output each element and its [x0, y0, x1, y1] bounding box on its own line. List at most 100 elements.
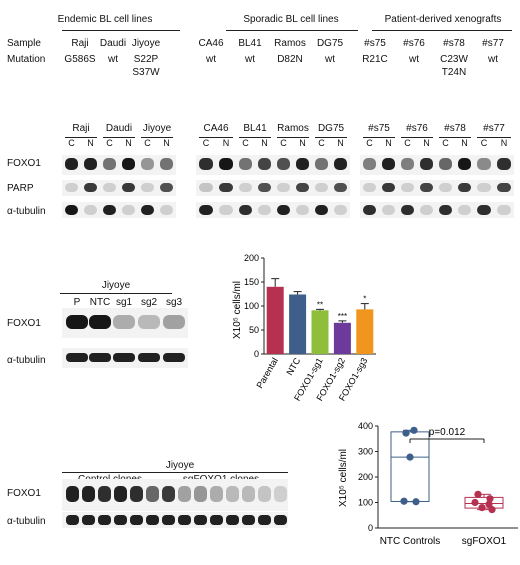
- protein-band: [242, 486, 255, 502]
- blot-strip: [196, 180, 350, 196]
- lane-group-underline: [439, 137, 471, 138]
- protein-band: [82, 515, 95, 525]
- protein-band: [194, 486, 207, 502]
- blot-strip: [62, 202, 176, 218]
- sample-name: #s78: [443, 38, 465, 49]
- protein-band: [141, 205, 154, 215]
- protein-band: [103, 205, 116, 215]
- protein-band: [315, 205, 328, 215]
- protein-band: [258, 515, 271, 525]
- data-point: [486, 495, 494, 503]
- significance-marker: *: [363, 295, 366, 304]
- group-underline: [62, 30, 180, 31]
- sample-name: Jiyoye: [131, 38, 161, 49]
- protein-band: [420, 183, 433, 192]
- protein-band: [66, 486, 79, 502]
- sample-name: DG75: [316, 38, 344, 49]
- y-tick-label: 0: [254, 349, 259, 359]
- protein-band: [66, 353, 88, 362]
- lane-label: NTC: [89, 297, 111, 308]
- lane-label-n: N: [500, 138, 508, 148]
- protein-band: [277, 205, 290, 215]
- data-point: [410, 426, 418, 434]
- protein-band: [65, 205, 78, 215]
- y-tick-label: 50: [249, 325, 259, 335]
- group-title-sporadic: Sporadic BL cell lines: [243, 14, 339, 25]
- bar: [289, 294, 307, 354]
- data-point: [474, 490, 482, 498]
- category-label: NTC: [284, 356, 302, 377]
- protein-band: [334, 205, 347, 215]
- box-plot: X10⁵ cells/ml 0 100 200 300 400 NTC Controls…: [338, 421, 518, 547]
- sample-name: Daudi: [99, 38, 127, 49]
- protein-band: [226, 515, 239, 525]
- mutation-value: wt: [409, 54, 419, 65]
- protein-band: [194, 515, 207, 525]
- protein-band: [114, 515, 127, 525]
- protein-band: [113, 315, 135, 329]
- lane-group-label: #s76: [406, 123, 428, 134]
- group-underline: [226, 30, 358, 31]
- mutation-value: wt: [108, 54, 118, 65]
- blot-strip: [62, 155, 176, 175]
- protein-band: [274, 515, 287, 525]
- sample-name: CA46: [198, 38, 224, 49]
- sample-name: #s76: [403, 38, 425, 49]
- protein-band: [84, 183, 97, 192]
- lane-label-n: N: [385, 138, 392, 148]
- protein-band: [89, 315, 111, 329]
- protein-band: [162, 515, 175, 525]
- lane-group-underline: [277, 137, 309, 138]
- lane-label-n: N: [222, 138, 230, 148]
- mutation-value: wt: [325, 54, 335, 65]
- protein-label-foxo1: FOXO1: [7, 318, 41, 329]
- protein-band: [178, 486, 191, 502]
- data-point: [485, 500, 493, 508]
- lane-label-c: C: [318, 138, 325, 148]
- protein-band: [477, 158, 491, 170]
- protein-band: [178, 515, 191, 525]
- protein-band: [363, 158, 376, 170]
- protein-band: [219, 158, 233, 170]
- data-point: [400, 497, 408, 505]
- lane-label-c: C: [442, 138, 449, 148]
- sample-name: #s75: [364, 38, 386, 49]
- lane-label-n: N: [461, 138, 468, 148]
- lane-label: sg2: [140, 297, 158, 308]
- significance-marker: **: [317, 300, 323, 309]
- lane-label-c: C: [144, 138, 151, 148]
- protein-band: [199, 205, 213, 215]
- lane-group-underline: [239, 137, 271, 138]
- protein-band: [239, 158, 252, 170]
- bar: [266, 286, 284, 354]
- protein-band: [122, 158, 135, 170]
- lane-label-c: C: [202, 138, 210, 148]
- protein-band: [65, 183, 78, 192]
- mutation-value: R21C: [362, 54, 388, 65]
- data-point: [412, 498, 420, 506]
- lane-label-c: C: [480, 138, 488, 148]
- protein-band: [458, 158, 471, 170]
- protein-band: [458, 205, 471, 215]
- group-title-pdx: Patient-derived xenografts: [384, 14, 502, 25]
- bar: [333, 322, 351, 354]
- lane-label: P: [73, 297, 81, 308]
- lane-group-label: CA46: [203, 123, 229, 134]
- category-label: Parental: [255, 356, 280, 390]
- y-tick-label: 150: [244, 277, 259, 287]
- bar: [311, 310, 329, 354]
- group-title-endemic: Endemic BL cell lines: [57, 14, 153, 25]
- lane-group-label: #s77: [483, 123, 505, 134]
- blot-b-underline: [60, 293, 172, 294]
- lane-label-n: N: [261, 138, 268, 148]
- protein-band: [89, 353, 111, 362]
- lane-group-underline: [141, 137, 173, 138]
- protein-label-foxo1: FOXO1: [7, 488, 41, 499]
- lane-group-label: DG75: [317, 123, 345, 134]
- protein-band: [160, 205, 173, 215]
- protein-band: [84, 158, 97, 170]
- protein-band: [420, 158, 433, 170]
- protein-band: [420, 205, 433, 215]
- lane-group-underline: [315, 137, 347, 138]
- blot-b-title: Jiyoye: [101, 280, 131, 291]
